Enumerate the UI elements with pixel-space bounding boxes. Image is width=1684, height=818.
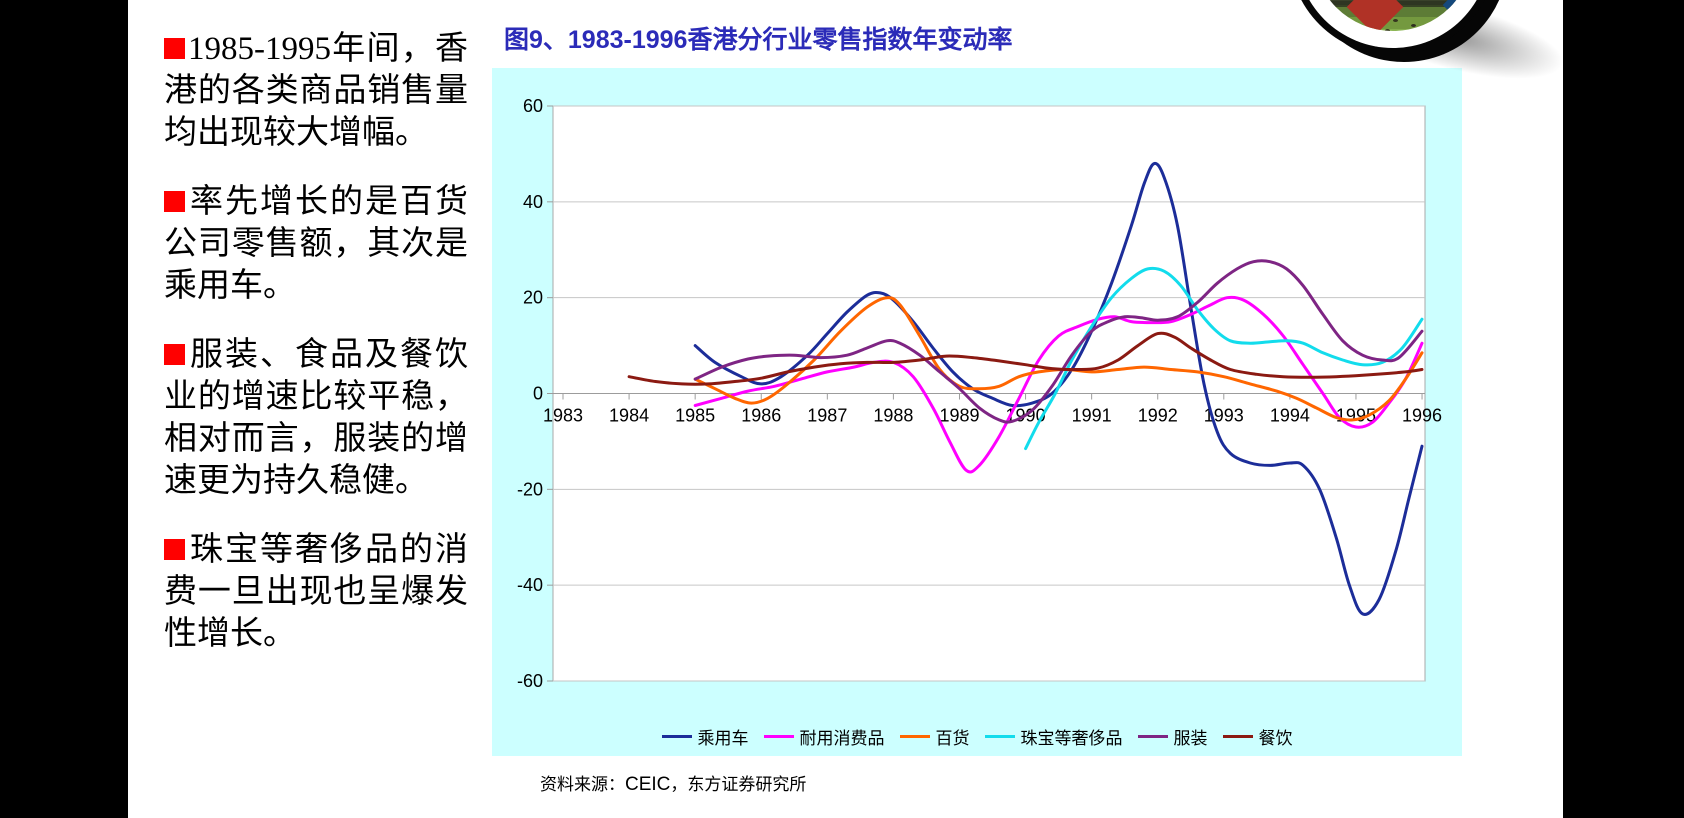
logo-blue-diamond	[1442, 0, 1473, 31]
bullet-paragraph: 率先增长的是百货公司零售额，其次是乘用车。	[164, 181, 468, 307]
source-rest: ，东方证券研究所	[670, 775, 807, 794]
y-tick-label--60: -60	[517, 671, 543, 691]
series-line-catering	[627, 331, 1424, 386]
bullet-text: 服装、食品及餐饮业的增速比较平稳，相对而言，服装的增速更为持久稳健。	[164, 337, 468, 499]
x-tick-label-1989: 1989	[939, 406, 979, 426]
bullet-paragraph: 1985-1995年间，香港的各类商品销售量均出现较大增幅。	[164, 28, 468, 154]
y-tick-label--40: -40	[517, 575, 543, 595]
legend-label-catering: 餐饮	[1258, 728, 1293, 748]
x-tick-label-1984: 1984	[609, 406, 649, 426]
series-line-passenger-cars	[693, 161, 1424, 616]
x-tick-label-1986: 1986	[741, 406, 781, 426]
logo-pasture-photo	[1313, 0, 1473, 31]
bullet-paragraph: 珠宝等奢侈品的消费一旦出现也呈爆发性增长。	[164, 529, 468, 655]
legend-label-apparel: 服装	[1173, 728, 1208, 748]
chart-panel: 60 40 20 0 -20 -40 -60 1983 1984 1985 1986 1987 1988…	[492, 68, 1462, 756]
legend-item-jewelry-luxury: 珠宝等奢侈品	[984, 724, 1123, 749]
y-tick-label--20: -20	[517, 479, 543, 499]
bullet-square-icon	[164, 344, 185, 365]
retail-index-line-chart: 60 40 20 0 -20 -40 -60 1983 1984 1985 1986 1987 1988…	[517, 96, 1442, 691]
legend-swatch-catering	[1222, 734, 1253, 738]
legend-label-jewelry-luxury: 珠宝等奢侈品	[1020, 728, 1123, 748]
legend-item-department-stores: 百货	[899, 724, 970, 749]
bullet-square-icon	[164, 539, 185, 560]
bullet-square-icon	[164, 191, 185, 212]
series-line-apparel	[693, 259, 1424, 424]
x-tick-label-1988: 1988	[873, 406, 913, 426]
legend-item-apparel: 服装	[1137, 724, 1208, 749]
logo-red-diamond	[1346, 0, 1404, 31]
bullet-paragraph: 服装、食品及餐饮业的增速比较平稳，相对而言，服装的增速更为持久稳健。	[164, 334, 468, 502]
source-note: 资料来源：CEIC，东方证券研究所	[540, 770, 806, 796]
x-tick-label-1983: 1983	[543, 406, 583, 426]
slide: 1985-1995年间，香港的各类商品销售量均出现较大增幅。 率先增长的是百货公…	[128, 0, 1571, 818]
legend-label-durable-goods: 耐用消费品	[799, 728, 885, 748]
commentary-column: 1985-1995年间，香港的各类商品销售量均出现较大增幅。 率先增长的是百货公…	[164, 28, 468, 682]
y-tick-label-40: 40	[523, 192, 543, 212]
bullet-text: 珠宝等奢侈品的消费一旦出现也呈爆发性增长。	[164, 532, 468, 652]
legend-swatch-durable-goods	[763, 734, 794, 738]
source-prefix: 资料来源：	[540, 775, 625, 794]
x-tick-label-1985: 1985	[675, 406, 715, 426]
y-tick-label-0: 0	[533, 384, 543, 404]
chart-legend: 乘用车 耐用消费品 百货 珠宝等奢侈品 服装 餐饮	[492, 723, 1462, 749]
legend-swatch-passenger-cars	[661, 734, 692, 738]
x-tick-label-1991: 1991	[1072, 406, 1112, 426]
y-tick-label-20: 20	[523, 288, 543, 308]
series-line-durable-goods	[693, 295, 1424, 474]
legend-item-durable-goods: 耐用消费品	[763, 724, 885, 749]
x-tick-label-1994: 1994	[1270, 406, 1310, 426]
y-tick-label-60: 60	[523, 96, 543, 116]
legend-item-passenger-cars: 乘用车	[661, 724, 749, 749]
chart-title: 图9、1983-1996香港分行业零售指数年变动率	[504, 26, 1013, 54]
legend-label-department-stores: 百货	[935, 728, 970, 748]
legend-swatch-apparel	[1137, 734, 1168, 738]
x-tick-label-1996: 1996	[1402, 406, 1442, 426]
x-tick-label-1987: 1987	[807, 406, 847, 426]
bullet-square-icon	[164, 38, 185, 59]
bullet-text: 率先增长的是百货公司零售额，其次是乘用车。	[164, 184, 468, 304]
legend-swatch-jewelry-luxury	[984, 734, 1015, 738]
x-tick-label-1992: 1992	[1138, 406, 1178, 426]
legend-item-catering: 餐饮	[1222, 724, 1293, 749]
source-ceic: CEIC	[625, 774, 671, 795]
legend-label-passenger-cars: 乘用车	[697, 728, 749, 748]
bullet-text: 1985-1995年间，香港的各类商品销售量均出现较大增幅。	[164, 31, 468, 151]
legend-swatch-department-stores	[899, 734, 930, 738]
